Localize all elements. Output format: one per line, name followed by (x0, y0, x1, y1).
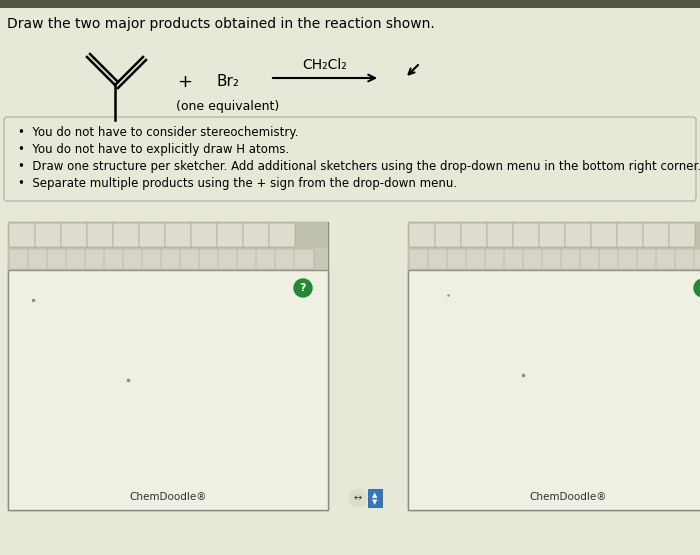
Text: +: + (178, 73, 193, 91)
Text: Br₂: Br₂ (216, 74, 239, 89)
Text: •  You do not have to consider stereochemistry.: • You do not have to consider stereochem… (18, 126, 298, 139)
Text: •  Separate multiple products using the + sign from the drop-down menu.: • Separate multiple products using the +… (18, 177, 457, 190)
Text: ?: ? (300, 283, 307, 293)
FancyBboxPatch shape (85, 249, 105, 269)
FancyBboxPatch shape (294, 249, 314, 269)
FancyBboxPatch shape (591, 223, 617, 247)
FancyBboxPatch shape (409, 249, 429, 269)
FancyBboxPatch shape (142, 249, 162, 269)
FancyBboxPatch shape (47, 249, 67, 269)
FancyBboxPatch shape (487, 223, 513, 247)
FancyBboxPatch shape (237, 249, 257, 269)
FancyBboxPatch shape (580, 249, 600, 269)
FancyBboxPatch shape (523, 249, 543, 269)
FancyBboxPatch shape (618, 249, 638, 269)
FancyBboxPatch shape (466, 249, 486, 269)
FancyBboxPatch shape (218, 249, 238, 269)
Text: (one equivalent): (one equivalent) (176, 100, 279, 113)
FancyBboxPatch shape (675, 249, 695, 269)
FancyBboxPatch shape (217, 223, 243, 247)
FancyBboxPatch shape (4, 117, 696, 201)
Bar (8, 248, 328, 270)
FancyBboxPatch shape (513, 223, 539, 247)
Bar (8, 270, 328, 510)
FancyBboxPatch shape (180, 249, 200, 269)
Text: ▼: ▼ (372, 499, 378, 505)
FancyBboxPatch shape (565, 223, 591, 247)
FancyBboxPatch shape (243, 223, 269, 247)
FancyBboxPatch shape (694, 249, 700, 269)
FancyBboxPatch shape (669, 223, 695, 247)
FancyBboxPatch shape (104, 249, 124, 269)
FancyBboxPatch shape (199, 249, 219, 269)
Bar (8, 222, 328, 510)
Bar (408, 248, 700, 270)
FancyBboxPatch shape (542, 249, 562, 269)
Text: ↔: ↔ (354, 493, 362, 503)
FancyBboxPatch shape (191, 223, 217, 247)
FancyBboxPatch shape (61, 223, 87, 247)
FancyBboxPatch shape (275, 249, 295, 269)
Text: ChemDoodle®: ChemDoodle® (130, 492, 206, 502)
FancyBboxPatch shape (139, 223, 165, 247)
Text: ▲: ▲ (372, 492, 378, 498)
FancyBboxPatch shape (435, 223, 461, 247)
Circle shape (694, 279, 700, 297)
FancyBboxPatch shape (599, 249, 619, 269)
FancyBboxPatch shape (9, 223, 35, 247)
FancyBboxPatch shape (461, 223, 487, 247)
Bar (8, 222, 328, 248)
Text: ChemDoodle®: ChemDoodle® (529, 492, 607, 502)
Text: Draw the two major products obtained in the reaction shown.: Draw the two major products obtained in … (7, 17, 435, 31)
FancyBboxPatch shape (561, 249, 581, 269)
FancyBboxPatch shape (87, 223, 113, 247)
Bar (368, 489, 382, 507)
FancyBboxPatch shape (643, 223, 669, 247)
FancyBboxPatch shape (165, 223, 191, 247)
Bar (408, 270, 700, 510)
FancyBboxPatch shape (409, 223, 435, 247)
Circle shape (294, 279, 312, 297)
FancyBboxPatch shape (9, 249, 29, 269)
FancyBboxPatch shape (539, 223, 565, 247)
FancyBboxPatch shape (35, 223, 61, 247)
FancyBboxPatch shape (269, 223, 295, 247)
FancyBboxPatch shape (656, 249, 676, 269)
FancyBboxPatch shape (428, 249, 448, 269)
FancyBboxPatch shape (161, 249, 181, 269)
FancyBboxPatch shape (637, 249, 657, 269)
FancyBboxPatch shape (28, 249, 48, 269)
FancyBboxPatch shape (256, 249, 276, 269)
Text: •  You do not have to explicitly draw H atoms.: • You do not have to explicitly draw H a… (18, 143, 289, 156)
FancyBboxPatch shape (485, 249, 505, 269)
Text: CH₂Cl₂: CH₂Cl₂ (302, 58, 347, 72)
Bar (408, 222, 700, 248)
FancyBboxPatch shape (504, 249, 524, 269)
FancyBboxPatch shape (123, 249, 143, 269)
FancyBboxPatch shape (617, 223, 643, 247)
FancyBboxPatch shape (113, 223, 139, 247)
FancyBboxPatch shape (66, 249, 86, 269)
Bar (0, 0, 700, 8)
Bar (408, 222, 700, 510)
Text: •  Draw one structure per sketcher. Add additional sketchers using the drop-down: • Draw one structure per sketcher. Add a… (18, 160, 700, 173)
FancyBboxPatch shape (447, 249, 467, 269)
Circle shape (349, 489, 367, 507)
